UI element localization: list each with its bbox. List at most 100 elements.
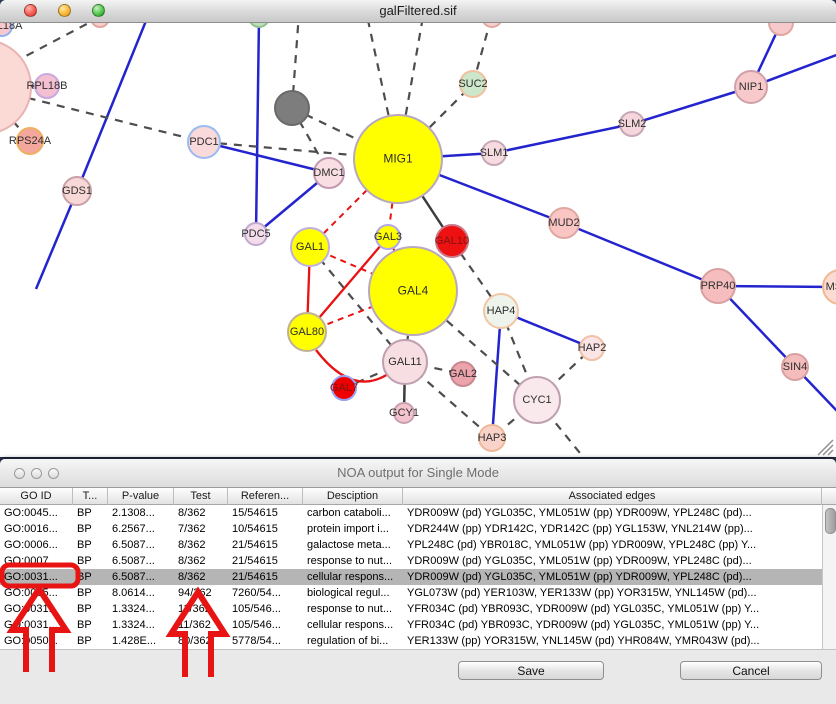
table-cell: BP — [77, 539, 92, 551]
column-header-t-[interactable]: T... — [73, 488, 108, 505]
node-MIG1[interactable]: MIG1 — [353, 114, 443, 204]
network-edge — [794, 366, 836, 412]
table-cell: cellular respons... — [307, 619, 394, 631]
table-cell: YER133W (pp) YOR315W, YNL145W (pd) YHR08… — [407, 635, 760, 647]
table-cell: GO:0016... — [4, 523, 58, 535]
network-edge — [750, 53, 836, 89]
close-button[interactable] — [14, 468, 25, 479]
table-cell: regulation of bi... — [307, 635, 389, 647]
table-cell: 8/362 — [178, 539, 206, 551]
network-edge — [717, 284, 836, 289]
zoom-button[interactable] — [48, 468, 59, 479]
network-edge — [493, 122, 633, 155]
table-cell: biological regul... — [307, 587, 390, 599]
network-edge — [254, 23, 261, 235]
node-grayhub[interactable] — [274, 90, 310, 126]
network-edge — [309, 246, 406, 363]
table-row[interactable]: GO:0031... BP 1.3324... 11/362 105/546... res… — [0, 601, 822, 617]
network-edge — [536, 399, 585, 457]
column-header-test[interactable]: Test — [174, 488, 228, 505]
network-edge — [309, 158, 399, 248]
table-cell: galactose meta... — [307, 539, 391, 551]
table-cell: YDR244W (pp) YDR142C, YDR142C (pp) YGL15… — [407, 523, 753, 535]
table-cell: 8/362 — [178, 555, 206, 567]
resize-grip-icon[interactable] — [0, 23, 836, 457]
table-cell: 1.3324... — [112, 619, 155, 631]
table-row[interactable]: GO:0006... BP 6.5087... 8/362 21/54615 galact… — [0, 537, 822, 553]
network-window-title: galFiltered.sif — [379, 3, 457, 18]
network-edge — [306, 290, 414, 333]
network-edge — [203, 140, 399, 161]
node-PDC1[interactable]: PDC1 — [187, 125, 221, 159]
table-cell: BP — [77, 635, 92, 647]
table-cell: GO:0031... — [4, 619, 58, 631]
table-row[interactable]: GO:0045... BP 2.1308... 8/362 15/54615 carbon… — [0, 505, 822, 521]
table-row[interactable]: GO:0065... BP 8.0614... 94/362 7260/54... bio… — [0, 585, 822, 601]
table-cell: 6.2567... — [112, 523, 155, 535]
column-header-go-id[interactable]: GO ID — [0, 488, 73, 505]
table-cell: cellular respons... — [307, 571, 394, 583]
table-cell: GO:0031... — [4, 571, 58, 583]
column-header-associated-edges[interactable]: Associated edges — [403, 488, 822, 505]
table-cell: BP — [77, 571, 92, 583]
table-cell: BP — [77, 603, 92, 615]
table-cell: 8.0614... — [112, 587, 155, 599]
table-cell: YDR009W (pd) YGL035C, YML051W (pp) YDR00… — [407, 571, 752, 583]
table-cell: GO:0007... — [4, 555, 58, 567]
table-cell: 8/362 — [178, 571, 206, 583]
network-edge — [396, 23, 424, 160]
table-row[interactable]: GO:0016... BP 6.2567... 7/362 10/54615 protei… — [0, 521, 822, 537]
column-header-desciption[interactable]: Desciption — [303, 488, 403, 505]
table-cell: 6.5087... — [112, 539, 155, 551]
header-corner — [822, 488, 836, 505]
table-cell: 105/546... — [232, 603, 281, 615]
network-edge — [34, 190, 79, 290]
column-header-p-value[interactable]: P-value — [108, 488, 174, 505]
table-cell: 7/362 — [178, 523, 206, 535]
table-cell: YGL073W (pd) YER103W, YER133W (pp) YOR31… — [407, 587, 757, 599]
network-edge — [490, 310, 503, 439]
table-cell: 94/362 — [178, 587, 212, 599]
minimize-button[interactable] — [58, 4, 71, 17]
table-cell: response to nut... — [307, 603, 392, 615]
table-cell: BP — [77, 555, 92, 567]
table-cell: GO:0045... — [4, 507, 58, 519]
network-edge — [367, 23, 400, 160]
table-cell: BP — [77, 523, 92, 535]
zoom-button[interactable] — [92, 4, 105, 17]
table-row[interactable]: GO:0007... BP 6.5087... 8/362 21/54615 respon… — [0, 553, 822, 569]
close-button[interactable] — [24, 4, 37, 17]
scrollbar-thumb[interactable] — [825, 508, 836, 534]
table-row[interactable]: GO:0050... BP 1.428E... 80/362 5778/54... reg… — [0, 633, 822, 649]
save-button[interactable]: Save — [458, 661, 604, 680]
cancel-button[interactable]: Cancel — [680, 661, 822, 680]
column-header-referen-[interactable]: Referen... — [228, 488, 303, 505]
network-window: galFiltered.sif RPL18ARPL18BRPS24AGDS1PD… — [0, 0, 836, 457]
table-cell: YPL248C (pd) YBR018C, YML051W (pp) YDR00… — [407, 539, 757, 551]
minimize-button[interactable] — [31, 468, 42, 479]
table-cell: GO:0065... — [4, 587, 58, 599]
table-cell: 11/362 — [178, 619, 211, 631]
network-edge — [631, 85, 752, 126]
network-edge — [717, 285, 796, 368]
vertical-scrollbar[interactable] — [822, 505, 836, 649]
table-cell: GO:0006... — [4, 539, 58, 551]
noa-window-title: NOA output for Single Mode — [337, 465, 499, 480]
table-cell: 10/54615 — [232, 523, 278, 535]
table-cell: 5778/54... — [232, 635, 281, 647]
table-cell: BP — [77, 507, 92, 519]
table-cell: protein import i... — [307, 523, 389, 535]
network-canvas[interactable]: RPL18ARPL18BRPS24AGDS1PDC1DMC1SUC2SLM1SL… — [0, 23, 836, 457]
table-row[interactable]: GO:0031... BP 6.5087... 8/362 21/54615 cellul… — [0, 569, 822, 585]
network-edge — [343, 360, 406, 390]
table-cell: 11/362 — [178, 603, 211, 615]
table-cell: YDR009W (pd) YGL035C, YML051W (pp) YDR00… — [407, 507, 752, 519]
table-bottom-divider — [0, 649, 836, 650]
table-cell: 105/546... — [232, 619, 281, 631]
table-body[interactable]: GO:0045... BP 2.1308... 8/362 15/54615 carbon… — [0, 505, 822, 649]
table-cell: 8/362 — [178, 507, 206, 519]
table-cell: 1.428E... — [112, 635, 157, 647]
table-row[interactable]: GO:0031... BP 1.3324... 11/362 105/546... cel… — [0, 617, 822, 633]
table-cell: GO:0031... — [4, 603, 58, 615]
table-cell: 21/54615 — [232, 571, 278, 583]
